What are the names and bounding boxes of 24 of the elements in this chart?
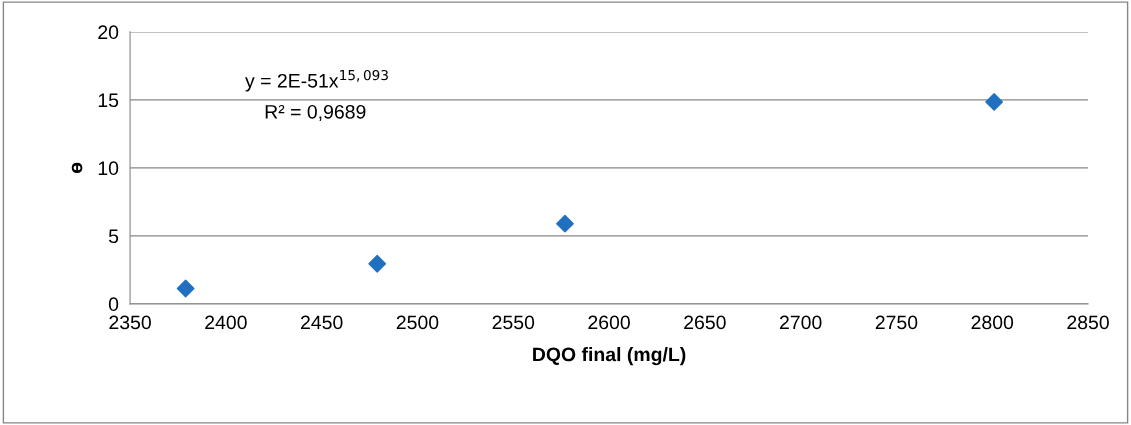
x-tick-label: 2600	[588, 315, 630, 330]
y-tick-label: 5	[108, 229, 119, 244]
x-tick-label: 2700	[779, 315, 822, 330]
y-tick-label: 0	[108, 297, 119, 312]
y-axis-title: ɵ	[71, 162, 83, 174]
point	[368, 254, 387, 273]
y-tick-label: 10	[98, 161, 119, 176]
point	[556, 214, 574, 233]
x-tick-label: 2650	[684, 315, 726, 330]
x-tick-label: 2850	[1067, 315, 1109, 330]
annotation: R² = 0,9689	[265, 104, 366, 121]
x-tick-label: 2550	[492, 315, 535, 330]
point	[985, 93, 1004, 111]
y-tick-label: 15	[98, 93, 119, 108]
x-tick-label: 2500	[396, 315, 439, 330]
x-tick-label: 2750	[875, 315, 918, 330]
x-tick-label: 2800	[971, 315, 1014, 330]
annotation: y = 2E-51x$^{15,093}$	[245, 69, 388, 92]
x-tick-label: 2400	[205, 315, 247, 330]
point	[176, 279, 195, 298]
y-tick-label: 20	[98, 25, 119, 40]
x-axis-title: DQO final (mg/L)	[533, 347, 686, 366]
x-tick-label: 2450	[301, 315, 343, 330]
x-tick-label: 2350	[109, 315, 151, 330]
